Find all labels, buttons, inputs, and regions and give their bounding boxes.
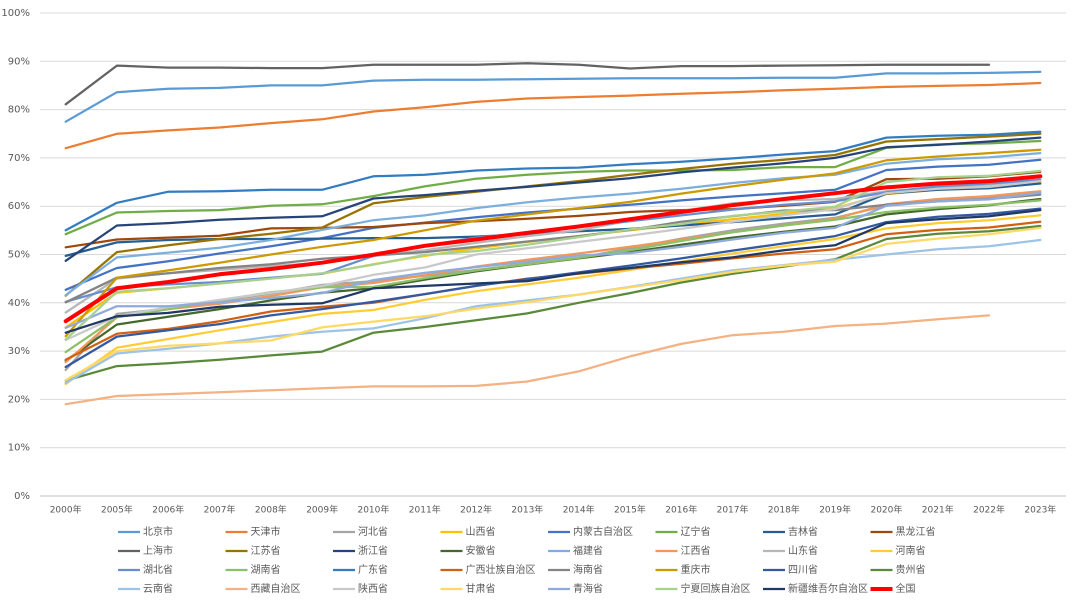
legend-label: 山西省	[466, 525, 496, 538]
legend-label: 河北省	[358, 525, 388, 538]
series-line	[64, 170, 1042, 249]
series-line	[64, 62, 991, 106]
series-line	[64, 151, 1042, 297]
legend-label: 陕西省	[358, 582, 388, 595]
x-tick-label: 2009年	[306, 504, 338, 516]
series-line	[64, 193, 1042, 304]
legend-label: 重庆市	[681, 563, 711, 576]
series-line	[64, 70, 1042, 123]
series-line	[64, 139, 1042, 236]
series-line	[64, 148, 1042, 338]
legend-label: 北京市	[143, 525, 173, 538]
legend-label: 青海省	[573, 582, 603, 595]
series-line	[64, 136, 1042, 262]
y-tick-label: 80%	[8, 105, 30, 116]
y-tick-label: 60%	[8, 201, 30, 212]
x-tick-label: 2022年	[973, 504, 1005, 516]
y-tick-label: 10%	[8, 443, 30, 454]
x-tick-label: 2016年	[665, 504, 697, 516]
x-tick-label: 2005年	[101, 504, 133, 516]
x-tick-label: 2021年	[922, 504, 954, 516]
legend-label: 江苏省	[251, 544, 281, 557]
series-line	[64, 191, 1042, 330]
legend-label: 四川省	[788, 563, 818, 576]
series-line	[64, 224, 1042, 382]
y-tick-label: 30%	[8, 346, 30, 357]
y-tick-label: 100%	[1, 8, 30, 19]
legend-label: 浙江省	[358, 544, 388, 557]
legend-label: 内蒙古自治区	[573, 525, 633, 538]
x-tick-label: 2018年	[768, 504, 800, 516]
x-tick-label: 2013年	[511, 504, 543, 516]
legend-label: 湖北省	[143, 563, 173, 576]
x-tick-label: 2020年	[870, 504, 902, 516]
x-tick-label: 2017年	[717, 504, 749, 516]
y-tick-label: 40%	[8, 298, 30, 309]
legend-label: 贵州省	[896, 563, 926, 576]
y-tick-label: 0%	[14, 491, 30, 502]
legend-label: 甘肃省	[466, 582, 496, 595]
legend-label: 海南省	[573, 563, 603, 576]
y-tick-label: 90%	[8, 56, 30, 67]
series-line	[64, 81, 1042, 150]
legend-label: 西藏自治区	[251, 582, 301, 595]
series-line	[64, 207, 1042, 369]
series-line	[64, 208, 1042, 334]
legend-label: 福建省	[573, 544, 603, 557]
legend-label: 全国	[896, 582, 916, 595]
x-tick-label: 2012年	[460, 504, 492, 516]
legend-label: 安徽省	[466, 544, 496, 557]
x-tick-label: 2007年	[204, 504, 236, 516]
x-tick-label: 2019年	[819, 504, 851, 516]
legend-label: 上海市	[143, 544, 173, 557]
series-line	[64, 179, 1042, 342]
series-line	[64, 314, 991, 406]
legend-label: 宁夏回族自治区	[681, 582, 751, 595]
legend-label: 辽宁省	[681, 525, 711, 538]
x-tick-label: 2010年	[357, 504, 389, 516]
series-line	[64, 226, 1042, 382]
series-line	[63, 174, 1043, 324]
legend-label: 河南省	[896, 544, 926, 557]
legend-label: 广东省	[358, 563, 388, 576]
series-line	[64, 178, 1042, 314]
x-tick-label: 2011年	[409, 504, 441, 516]
y-tick-label: 70%	[8, 153, 30, 164]
series-line	[64, 130, 1042, 232]
legend-label: 黑龙江省	[896, 525, 936, 538]
y-tick-label: 50%	[8, 250, 30, 261]
series-line	[64, 169, 1042, 341]
legend-label: 吉林省	[788, 525, 818, 538]
x-tick-label: 2023年	[1024, 504, 1056, 516]
x-tick-label: 2000年	[50, 504, 82, 516]
legend-label: 湖南省	[251, 563, 281, 576]
legend-label: 云南省	[143, 582, 173, 595]
legend-label: 江西省	[681, 544, 711, 557]
x-tick-label: 2015年	[614, 504, 646, 516]
legend-label: 广西壮族自治区	[466, 563, 536, 576]
series-line	[64, 214, 1042, 386]
legend-label: 新疆维吾尔自治区	[788, 582, 868, 595]
y-tick-label: 20%	[8, 394, 30, 405]
x-tick-label: 2006年	[152, 504, 184, 516]
legend-label: 天津市	[251, 525, 281, 538]
legend-label: 山东省	[788, 544, 818, 557]
x-tick-label: 2008年	[255, 504, 287, 516]
x-tick-label: 2014年	[563, 504, 595, 516]
